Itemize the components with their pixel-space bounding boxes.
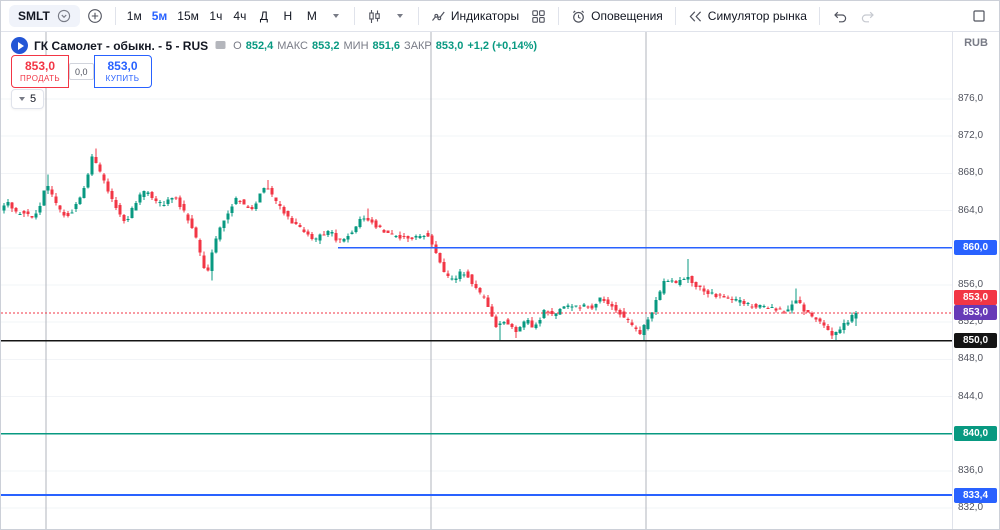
add-symbol-button[interactable] bbox=[82, 4, 108, 28]
change-value: +1,2 (+0,14%) bbox=[467, 39, 538, 52]
chart-pane[interactable]: ГК Самолет - обыкн. - 5 - RUS О 852,4 МАК… bbox=[1, 32, 954, 530]
axis-tick: 876,0 bbox=[958, 93, 984, 104]
chart-legend: ГК Самолет - обыкн. - 5 - RUS О 852,4 МАК… bbox=[11, 37, 537, 54]
chevron-down-circle-icon bbox=[57, 9, 70, 23]
price-badge: 833,4 bbox=[954, 488, 997, 503]
price-badge: 853,0 bbox=[954, 290, 997, 305]
timeframe-1m[interactable]: 1м bbox=[123, 4, 146, 28]
price-axis[interactable]: RUB 876,0 872,0 868,0 864,0 856,0 852,0 848,0 8… bbox=[952, 32, 999, 529]
symbol-label: SMLT bbox=[18, 9, 50, 23]
axis-tick: 868,0 bbox=[958, 167, 984, 178]
maximize-icon bbox=[973, 10, 985, 22]
replay-label: Симулятор рынка bbox=[707, 9, 807, 23]
open-value: 852,4 bbox=[245, 39, 274, 52]
close-label: ЗАКР bbox=[404, 39, 432, 52]
open-label: О bbox=[233, 39, 242, 52]
undo-button[interactable] bbox=[827, 4, 853, 28]
top-toolbar: SMLT 1м 5м 15м 1ч 4ч Д Н М bbox=[1, 1, 999, 32]
buy-label: КУПИТЬ bbox=[105, 73, 140, 83]
close-value: 853,0 bbox=[435, 39, 464, 52]
timeframe-month[interactable]: М bbox=[301, 4, 323, 28]
interval-menu-caret[interactable] bbox=[325, 4, 347, 28]
toolbar-divider bbox=[114, 7, 116, 25]
high-value: 853,2 bbox=[311, 39, 340, 52]
buy-price: 853,0 bbox=[107, 59, 138, 73]
chart-type-button[interactable] bbox=[362, 4, 387, 28]
sell-price: 853,0 bbox=[24, 59, 56, 73]
instrument-details-icon[interactable] bbox=[214, 39, 227, 52]
alerts-button[interactable]: Оповещения bbox=[566, 4, 668, 28]
rewind-icon bbox=[689, 10, 701, 22]
chevron-down-icon bbox=[396, 14, 403, 18]
low-label: МИН bbox=[343, 39, 369, 52]
alarm-clock-icon bbox=[573, 9, 585, 23]
axis-tick: 872,0 bbox=[958, 130, 984, 141]
toolbar-divider bbox=[558, 7, 560, 25]
market-replay-button[interactable]: Симулятор рынка bbox=[683, 4, 812, 28]
chevron-down-icon bbox=[332, 14, 339, 18]
indicator-count: 5 bbox=[30, 93, 37, 105]
currency-label: RUB bbox=[964, 37, 988, 49]
chart-type-caret[interactable] bbox=[389, 4, 411, 28]
toolbar-divider bbox=[417, 7, 419, 25]
timeframe-4h[interactable]: 4ч bbox=[229, 4, 251, 28]
symbol-search-button[interactable]: SMLT bbox=[9, 5, 80, 27]
ohlc-values: О 852,4 МАКС 853,2 МИН 851,6 ЗАКР 853,0 +1,2… bbox=[233, 40, 537, 52]
toolbar-divider bbox=[353, 7, 355, 25]
indicators-label: Индикаторы bbox=[450, 9, 520, 23]
toolbar-divider bbox=[818, 7, 820, 25]
undo-icon bbox=[834, 11, 847, 22]
chevron-down-icon bbox=[19, 97, 25, 101]
price-badge: 850,0 bbox=[954, 333, 997, 348]
price-badge: 860,0 bbox=[954, 240, 997, 255]
price-badge: 840,0 bbox=[954, 426, 997, 441]
plus-circle-icon bbox=[87, 9, 102, 23]
instrument-logo bbox=[11, 37, 28, 54]
redo-button[interactable] bbox=[855, 4, 881, 28]
axis-tick: 844,0 bbox=[958, 391, 984, 402]
axis-tick: 836,0 bbox=[958, 465, 984, 476]
alerts-label: Оповещения bbox=[591, 9, 663, 23]
high-label: МАКС bbox=[277, 39, 308, 52]
candlestick-icon bbox=[369, 9, 380, 23]
legend-collapsed-badge[interactable]: 5 bbox=[11, 89, 45, 109]
axis-tick: 864,0 bbox=[958, 205, 984, 216]
low-value: 851,6 bbox=[372, 39, 401, 52]
toolbar-divider bbox=[674, 7, 676, 25]
timeframe-1h[interactable]: 1ч bbox=[205, 4, 227, 28]
timeframe-5m[interactable]: 5м bbox=[148, 4, 172, 28]
axis-tick: 832,0 bbox=[958, 502, 984, 513]
redo-icon bbox=[861, 11, 874, 22]
timeframe-15m[interactable]: 15м bbox=[173, 4, 203, 28]
price-badge: 853,0 bbox=[954, 305, 997, 320]
instrument-title[interactable]: ГК Самолет - обыкн. - 5 - RUS bbox=[34, 38, 209, 53]
axis-tick: 856,0 bbox=[958, 279, 984, 290]
buy-button[interactable]: 853,0 КУПИТЬ bbox=[93, 55, 152, 88]
order-panel: 853,0 ПРОДАТЬ 0,0 853,0 КУПИТЬ bbox=[11, 55, 152, 88]
timeframe-week[interactable]: Н bbox=[277, 4, 299, 28]
axis-tick: 852,0 bbox=[958, 316, 984, 327]
sell-label: ПРОДАТЬ bbox=[19, 73, 61, 83]
indicators-icon bbox=[431, 11, 445, 21]
candlestick-chart[interactable] bbox=[1, 32, 954, 530]
indicator-templates-button[interactable] bbox=[526, 4, 551, 28]
timeframe-day[interactable]: Д bbox=[253, 4, 275, 28]
sell-button[interactable]: 853,0 ПРОДАТЬ bbox=[11, 55, 69, 88]
indicators-button[interactable]: Индикаторы bbox=[426, 4, 524, 28]
spread-value: 0,0 bbox=[69, 63, 94, 80]
fullscreen-button[interactable] bbox=[967, 4, 991, 28]
grid-layout-icon bbox=[532, 9, 545, 23]
axis-tick: 848,0 bbox=[958, 353, 984, 364]
